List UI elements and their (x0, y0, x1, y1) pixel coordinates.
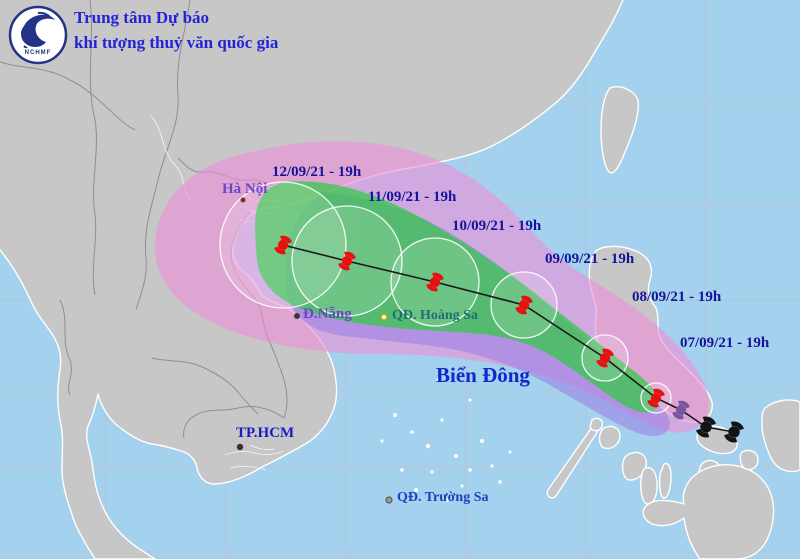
danang-marker (294, 313, 300, 319)
sea-label-bien-dong: Biển Đông (436, 363, 530, 387)
island-taiwan (600, 86, 640, 174)
island-east-edge (761, 399, 800, 473)
tphcm-marker (236, 443, 244, 451)
place-markers (236, 197, 393, 504)
cone-inner-green (255, 181, 659, 413)
place-label-hoangsa: QĐ. Hoàng Sa (392, 308, 478, 323)
island-negros (640, 466, 658, 505)
truongsa-marker (385, 496, 393, 504)
island-cebu (658, 462, 672, 499)
forecast-time-label-08: 08/09/21 - 19h (632, 289, 722, 305)
forecast-time-label-07: 07/09/21 - 19h (680, 335, 770, 351)
island-busuanga (589, 417, 604, 432)
logo-caption: NCHMF (24, 50, 52, 56)
spratly-islets (380, 378, 512, 502)
forecast-time-label-10: 10/09/21 - 19h (452, 218, 542, 234)
island-mindoro (598, 425, 621, 450)
forecast-time-label-12: 12/09/21 - 19h (272, 164, 362, 180)
forecast-time-label-11: 11/09/21 - 19h (368, 189, 457, 205)
agency-title-line1: Trung tâm Dự báo (74, 8, 210, 27)
island-mindanao (642, 464, 775, 559)
place-label-hanoi: Hà Nội (222, 181, 268, 197)
forecast-time-label-09: 09/09/21 - 19h (545, 251, 635, 267)
place-label-truongsa: QĐ. Trường Sa (397, 490, 489, 505)
place-label-danang: Đ.Nẵng (303, 306, 352, 322)
place-label-tphcm: TP.HCM (236, 425, 295, 441)
hanoi-marker (240, 197, 246, 203)
agency-title: Trung tâm Dự báo khí tượng thuỷ văn quốc… (74, 6, 278, 55)
hoangsa-marker (380, 313, 388, 321)
agency-logo (8, 5, 68, 65)
agency-title-line2: khí tượng thuỷ văn quốc gia (74, 32, 279, 52)
island-small-se (739, 449, 759, 471)
